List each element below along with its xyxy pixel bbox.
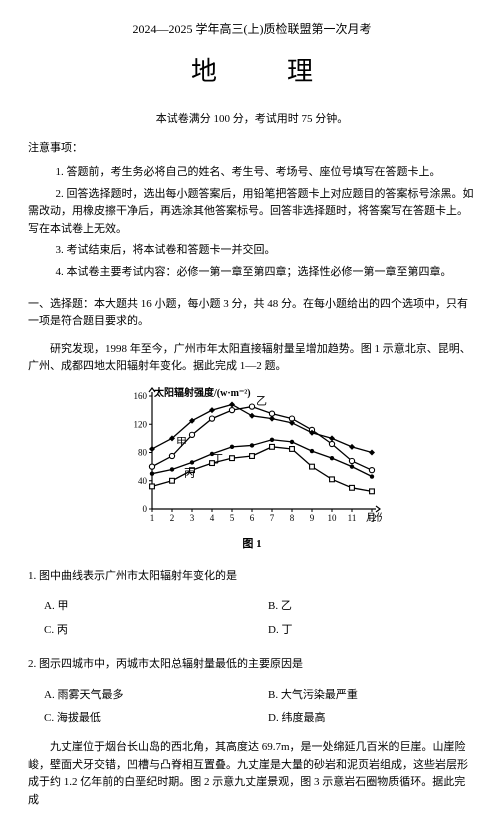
figure-1-caption: 图 1 xyxy=(122,536,382,554)
notice-item: 4. 本试卷主要考试内容：必修一第一章至第四章；选择性必修一第一章至第四章。 xyxy=(28,264,476,282)
notice-item: 1. 答题前，考生务必将自己的姓名、考生号、考场号、座位号填写在答题卡上。 xyxy=(28,164,476,182)
q1-opt-d: D. 丁 xyxy=(252,619,476,643)
q2-opt-c: C. 海拔最低 xyxy=(28,707,252,731)
section-1-heading: 一、选择题：本大题共 16 小题，每小题 3 分，共 48 分。在每小题给出的四… xyxy=(28,296,476,331)
svg-text:160: 160 xyxy=(134,391,148,401)
svg-text:2: 2 xyxy=(170,513,175,523)
svg-text:11: 11 xyxy=(348,513,357,523)
q2-options: A. 雨雾天气最多 B. 大气污染最严重 C. 海拔最低 D. 纬度最高 xyxy=(28,684,476,731)
svg-text:0: 0 xyxy=(143,504,148,514)
svg-text:太阳辐射强度/(w·m⁻²): 太阳辐射强度/(w·m⁻²) xyxy=(153,386,251,399)
svg-text:120: 120 xyxy=(134,419,148,429)
score-time-line: 本试卷满分 100 分，考试用时 75 分钟。 xyxy=(28,111,476,129)
svg-text:6: 6 xyxy=(250,513,255,523)
notice-item: 2. 回答选择题时，选出每小题答案后，用铅笔把答题卡上对应题目的答案标号涂黑。如… xyxy=(28,186,476,239)
svg-text:40: 40 xyxy=(138,476,148,486)
svg-text:1: 1 xyxy=(150,513,155,523)
subject-title: 地 理 xyxy=(28,51,476,93)
svg-text:乙: 乙 xyxy=(256,394,267,407)
svg-text:10: 10 xyxy=(328,513,338,523)
svg-text:月份: 月份 xyxy=(366,512,382,524)
q1-stem: 1. 图中曲线表示广州市太阳辐射年变化的是 xyxy=(28,568,476,586)
svg-text:8: 8 xyxy=(290,513,295,523)
chart-svg: 04080120160123456789101112太阳辐射强度/(w·m⁻²)… xyxy=(122,384,382,534)
figure-1: 04080120160123456789101112太阳辐射强度/(w·m⁻²)… xyxy=(122,384,382,554)
q2-opt-b: B. 大气污染最严重 xyxy=(252,684,476,708)
q1-opt-a: A. 甲 xyxy=(28,595,252,619)
svg-text:4: 4 xyxy=(210,513,215,523)
passage-1: 研究发现，1998 年至今，广州市年太阳直接辐射量呈增加趋势。图 1 示意北京、… xyxy=(28,341,476,376)
notice-item: 3. 考试结束后，将本试卷和答题卡一并交回。 xyxy=(28,242,476,260)
passage-2: 九丈崖位于烟台长山岛的西北角，其高度达 69.7m，是一处绵延几百米的巨崖。山崖… xyxy=(28,739,476,809)
exam-header: 2024—2025 学年高三(上)质检联盟第一次月考 xyxy=(28,20,476,39)
svg-text:9: 9 xyxy=(310,513,315,523)
svg-text:7: 7 xyxy=(270,513,275,523)
svg-text:丁: 丁 xyxy=(212,453,223,465)
q1-opt-b: B. 乙 xyxy=(252,595,476,619)
svg-text:丙: 丙 xyxy=(184,467,195,479)
svg-text:3: 3 xyxy=(190,513,195,523)
q1-opt-c: C. 丙 xyxy=(28,619,252,643)
svg-text:5: 5 xyxy=(230,513,235,523)
q2-opt-a: A. 雨雾天气最多 xyxy=(28,684,252,708)
q2-opt-d: D. 纬度最高 xyxy=(252,707,476,731)
svg-text:甲: 甲 xyxy=(176,436,187,448)
q1-options: A. 甲 B. 乙 C. 丙 D. 丁 xyxy=(28,595,476,642)
notice-heading: 注意事项： xyxy=(28,140,476,158)
svg-text:80: 80 xyxy=(138,447,148,457)
q2-stem: 2. 图示四城市中，丙城市太阳总辐射量最低的主要原因是 xyxy=(28,656,476,674)
